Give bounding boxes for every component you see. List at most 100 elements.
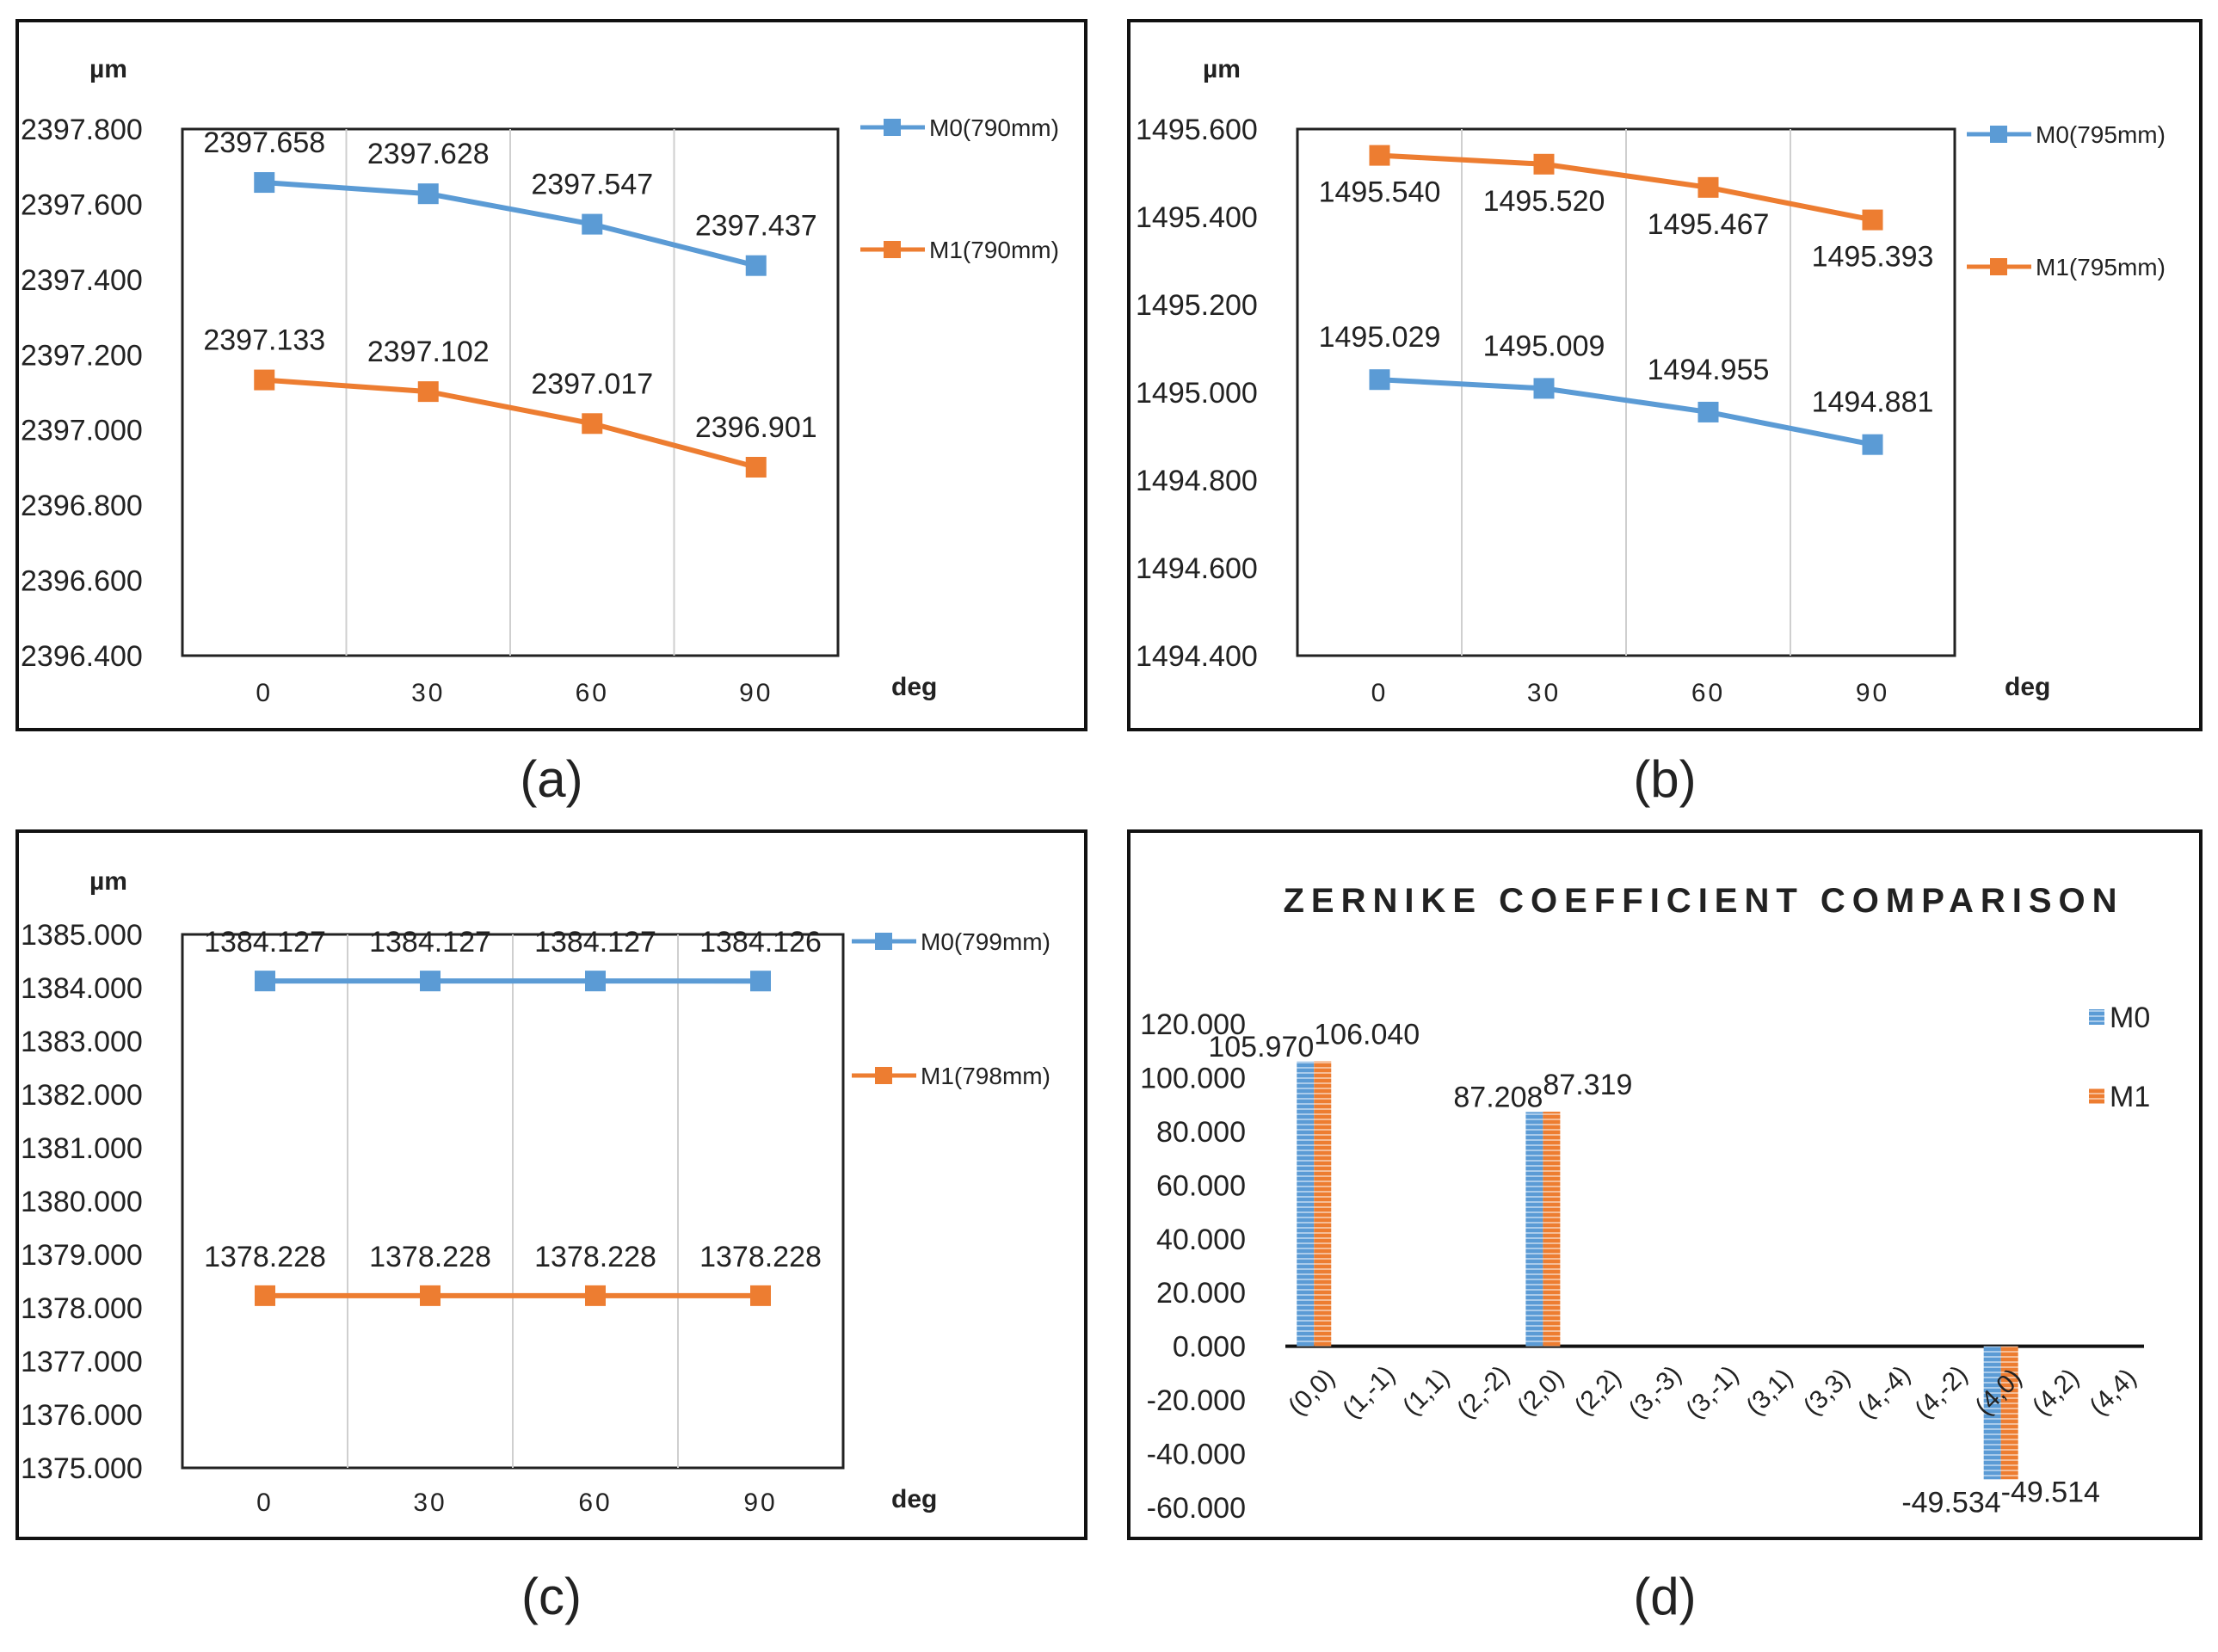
- chart-b-x-tick-label: 60: [1691, 679, 1725, 707]
- chart-d-bar-m1: [1314, 1061, 1332, 1347]
- chart-d-y-tick-label: 0.000: [1173, 1331, 1246, 1364]
- chart-c-series-1-data-label: 1378.228: [204, 1241, 326, 1273]
- chart-c-series-1-marker: [420, 1285, 441, 1306]
- chart-d-y-tick-label: 40.000: [1156, 1224, 1246, 1256]
- caption-b: (b): [1633, 750, 1696, 808]
- chart-d-y-tick-label: -20.000: [1147, 1384, 1246, 1417]
- chart-b-series-0-marker: [1369, 369, 1390, 391]
- chart-d-legend-swatch: [2089, 1009, 2104, 1025]
- chart-c-series-0-marker: [420, 971, 441, 992]
- chart-a-x-tick-label: 90: [739, 679, 773, 707]
- chart-c-series-1-marker: [750, 1285, 771, 1306]
- chart-a-y-tick-label: 2397.800: [21, 114, 143, 146]
- chart-b-legend-label: M0(795mm): [2036, 121, 2166, 148]
- chart-b-series-1-line: [1379, 152, 1874, 223]
- chart-d: ZERNIKE COEFFICIENT COMPARISON 120.00010…: [1127, 829, 2203, 1540]
- chart-b-x-tick-label: 30: [1527, 679, 1561, 707]
- chart-b-y-tick-label: 1495.000: [1136, 377, 1258, 410]
- chart-b-y-tick-label: 1495.400: [1136, 201, 1258, 234]
- chart-b-series-0-data-label: 1494.881: [1812, 386, 1934, 419]
- chart-c-x-tick-label: 60: [578, 1489, 612, 1517]
- chart-b-series-1-data-label: 1495.540: [1319, 176, 1441, 209]
- chart-d-data-label-m1: -49.514: [2001, 1476, 2100, 1508]
- chart-a-series-0-data-label: 2397.547: [531, 169, 653, 201]
- chart-d-legend-label: M0: [2110, 1002, 2150, 1034]
- chart-d-y-tick-label: 100.000: [1140, 1062, 1246, 1094]
- chart-b-series-1-marker: [1862, 209, 1883, 231]
- chart-c-series-1-marker: [585, 1285, 606, 1306]
- chart-d-legend-label: M1: [2110, 1081, 2150, 1113]
- chart-d-frame: [1127, 829, 2203, 1540]
- chart-d-y-tick-label: 120.000: [1140, 1008, 1246, 1041]
- chart-c-series-1-data-label: 1378.228: [534, 1241, 656, 1273]
- chart-c-series-0-data-label: 1384.127: [204, 926, 326, 959]
- chart-a-legend-marker: [884, 119, 901, 136]
- chart-a-legend-label: M1(790mm): [929, 237, 1059, 263]
- chart-a-series-0-marker: [417, 183, 439, 205]
- chart-a-series-0-marker: [745, 255, 767, 276]
- chart-d-data-label-m0: 105.970: [1208, 1031, 1314, 1063]
- chart-c-y-tick-label: 1379.000: [21, 1239, 143, 1272]
- chart-d-y-tick-label: 60.000: [1156, 1169, 1246, 1202]
- chart-c-series-0-data-label: 1384.127: [534, 926, 656, 959]
- chart-c-series-0-data-label: 1384.126: [699, 926, 822, 959]
- chart-b-series-0-data-label: 1495.009: [1483, 330, 1605, 362]
- chart-a-y-tick-label: 2396.400: [21, 640, 143, 673]
- chart-a-series-1-data-label: 2397.017: [531, 367, 653, 400]
- chart-a-y-axis-unit: µm: [89, 55, 127, 83]
- chart-a-x-tick-label: 30: [411, 679, 445, 707]
- chart-c-x-tick-label: 0: [256, 1489, 274, 1517]
- chart-c-y-tick-label: 1378.000: [21, 1292, 143, 1325]
- caption-c: (c): [521, 1568, 582, 1625]
- chart-b-series-1-data-label: 1495.520: [1483, 185, 1605, 218]
- chart-b-series-0-data-label: 1494.955: [1648, 354, 1770, 386]
- chart-d-data-label-m1: 106.040: [1314, 1019, 1420, 1051]
- chart-b-y-tick-label: 1494.600: [1136, 552, 1258, 585]
- chart-b-y-tick-label: 1495.200: [1136, 289, 1258, 322]
- chart-c-y-tick-label: 1385.000: [21, 919, 143, 952]
- chart-a-series-1-marker: [417, 381, 439, 403]
- chart-b-y-axis-unit: µm: [1203, 55, 1241, 83]
- chart-a-frame: [15, 19, 1087, 731]
- chart-b-legend-marker: [1990, 258, 2007, 275]
- chart-a-series-0-data-label: 2397.658: [203, 126, 325, 159]
- chart-b-y-tick-label: 1495.600: [1136, 114, 1258, 146]
- chart-d-legend-swatch: [2089, 1088, 2104, 1104]
- chart-a-series-0-line: [264, 180, 757, 268]
- chart-b-series-1-data-label: 1495.393: [1812, 241, 1934, 274]
- chart-b-series-1-marker: [1533, 153, 1555, 175]
- chart-b-x-tick-label: 90: [1856, 679, 1889, 707]
- chart-d-y-tick-label: 80.000: [1156, 1116, 1246, 1149]
- chart-c-y-axis-unit: µm: [89, 867, 127, 896]
- chart-d-data-label-m0: -49.534: [1901, 1486, 2000, 1519]
- chart-c-series-0-marker: [750, 971, 771, 992]
- chart-d-bar-m0: [1983, 1346, 2001, 1480]
- chart-b-frame: [1127, 19, 2203, 731]
- chart-c-series-1-data-label: 1378.228: [369, 1241, 491, 1273]
- chart-c-x-tick-label: 90: [743, 1489, 777, 1517]
- chart-b-y-tick-label: 1494.400: [1136, 640, 1258, 673]
- caption-d: (d): [1633, 1568, 1696, 1625]
- chart-d-bar-m1: [1543, 1112, 1561, 1347]
- chart-c-legend-marker: [875, 933, 892, 950]
- chart-b-y-tick-label: 1494.800: [1136, 465, 1258, 497]
- chart-a-y-tick-label: 2397.000: [21, 415, 143, 447]
- chart-c-series-0-marker: [255, 971, 275, 992]
- chart-b-x-axis-unit: deg: [2005, 673, 2050, 701]
- chart-b-series-0-marker: [1697, 401, 1719, 422]
- chart-b-x-tick-label: 0: [1371, 679, 1389, 707]
- chart-a-x-tick-label: 0: [256, 679, 273, 707]
- chart-b-series-0-data-label: 1495.029: [1319, 321, 1441, 354]
- chart-c-y-tick-label: 1376.000: [21, 1399, 143, 1432]
- chart-d-data-label-m1: 87.319: [1543, 1069, 1632, 1101]
- chart-c-frame: [15, 829, 1087, 1540]
- chart-b: 1495.600 1495.400 1495.200 1495.000 1494.800…: [1127, 19, 2203, 731]
- chart-c: 1385.000 1384.000 1383.000 1382.000 1381.000…: [15, 829, 1087, 1540]
- chart-c-y-tick-label: 1377.000: [21, 1346, 143, 1378]
- chart-a: 2397.800 2397.600 2397.400 2397.200 2397.000…: [15, 19, 1087, 731]
- chart-c-legend-marker: [875, 1067, 892, 1084]
- chart-a-series-1-data-label: 2396.901: [695, 411, 817, 444]
- chart-b-series-0-marker: [1862, 434, 1883, 455]
- chart-b-series-0-line: [1379, 377, 1874, 447]
- chart-c-legend-label: M1(798mm): [921, 1063, 1050, 1089]
